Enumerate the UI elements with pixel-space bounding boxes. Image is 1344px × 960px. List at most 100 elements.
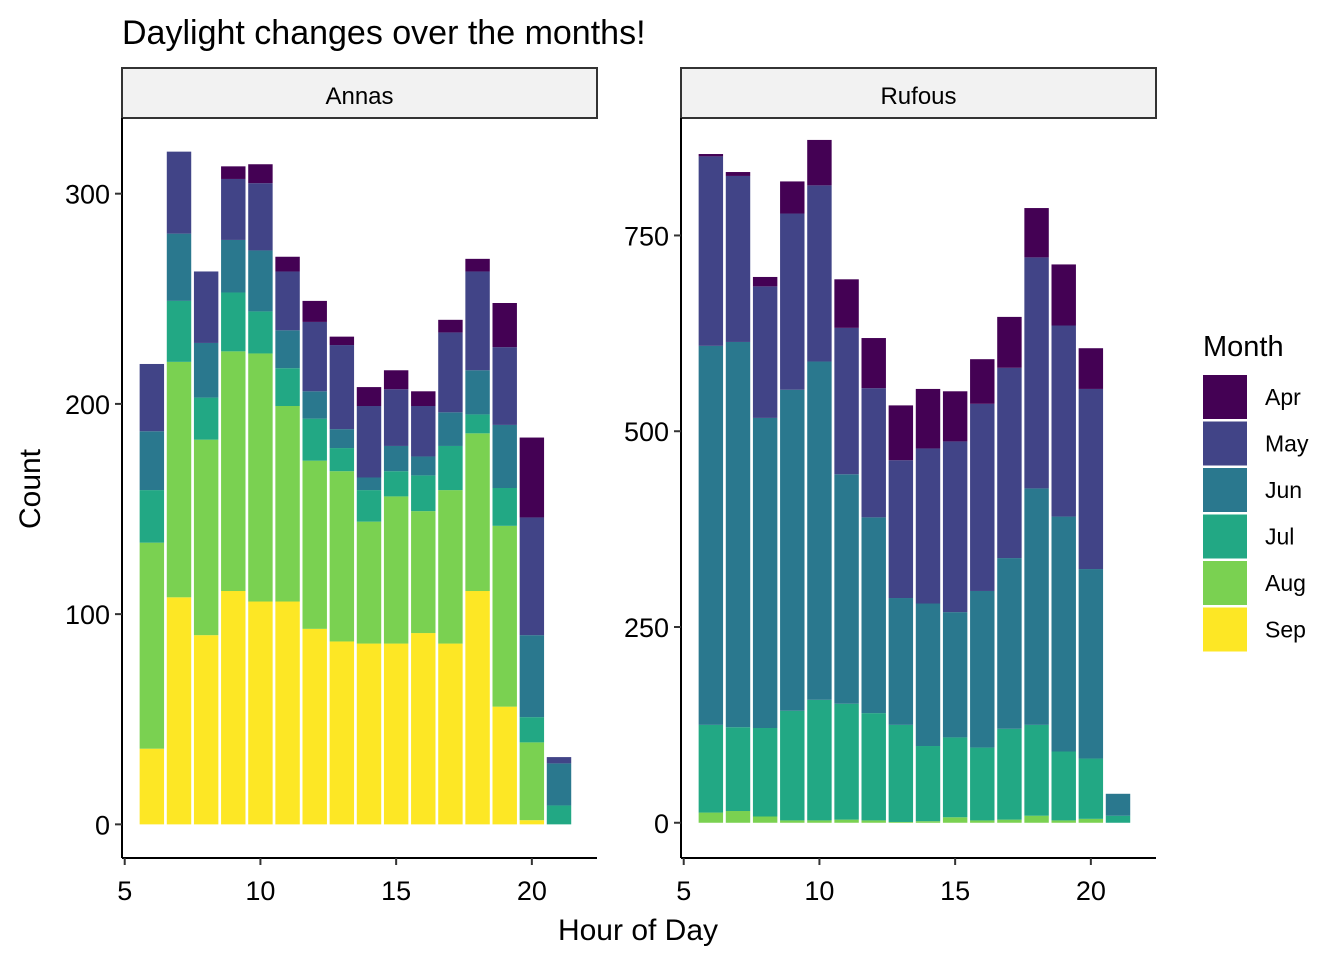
bar-segment-jul <box>915 746 941 822</box>
bar-segment-may <box>275 271 300 331</box>
bar-segment-jun <box>725 341 751 728</box>
bar-segment-may <box>166 151 192 234</box>
bar-segment-sep <box>492 706 517 825</box>
y-tick-label: 750 <box>624 221 669 251</box>
bar-segment-jun <box>519 635 545 718</box>
bar-segment-jun <box>888 598 914 725</box>
bar-segment-apr <box>383 370 409 390</box>
bar-segment-jun <box>465 370 490 415</box>
bar-segment-jun <box>411 456 436 476</box>
bar-segment-sep <box>139 748 165 825</box>
facet-panel-rufous: Rufous 0 250 500 750 5 10 15 20 <box>624 67 1157 906</box>
bar-segment-aug <box>1051 820 1076 823</box>
bar-segment-sep <box>329 641 355 825</box>
bar-segment-jun <box>329 429 355 449</box>
bar-segment-jul <box>1051 751 1076 821</box>
bar-segment-jun <box>193 342 219 398</box>
bar-segment-jul <box>193 397 219 440</box>
bar-segment-sep <box>383 643 409 825</box>
bar-segment-apr <box>248 164 273 184</box>
bar-segment-jul <box>139 490 165 543</box>
bar-segment-sep <box>275 601 300 825</box>
bar-segment-may <box>519 517 545 636</box>
bar-segment-jun <box>1051 516 1076 752</box>
bar-segment-apr <box>807 139 832 186</box>
x-tick-label: 15 <box>381 876 411 906</box>
legend-label-may: May <box>1265 431 1309 457</box>
bar-segment-aug <box>780 820 805 823</box>
x-tick-label: 10 <box>245 876 275 906</box>
bar-segment-apr <box>492 303 517 348</box>
y-tick-label: 0 <box>654 809 669 839</box>
bar-segment-aug <box>725 811 751 823</box>
bar-segment-apr <box>698 154 724 157</box>
bar-segment-may <box>329 345 355 430</box>
bar-segment-jun <box>302 391 327 419</box>
bar-segment-jun <box>1078 569 1104 759</box>
bar-segment-aug <box>275 406 300 602</box>
bar-segment-sep <box>193 635 219 825</box>
bar-segment-may <box>465 271 490 371</box>
bar-segment-jul <box>519 717 545 743</box>
bar-segment-apr <box>411 391 436 407</box>
bar-segment-jun <box>861 517 886 714</box>
bar-segment-aug <box>997 819 1022 823</box>
bar-segment-apr <box>1051 264 1076 326</box>
legend-label-aug: Aug <box>1265 570 1306 596</box>
bar-segment-apr <box>888 405 914 461</box>
bar-stack-group <box>139 151 572 825</box>
facet-strip-label: Annas <box>325 83 393 110</box>
bar-segment-jul <box>166 300 192 362</box>
bar-segment-jun <box>166 233 192 301</box>
bar-segment-jun <box>915 603 941 747</box>
bar-segment-may <box>834 327 859 475</box>
bar-segment-may <box>970 403 995 591</box>
bar-segment-aug <box>861 820 886 823</box>
legend-title: Month <box>1203 331 1284 363</box>
facet-strip <box>121 67 598 119</box>
bar-segment-aug <box>248 353 273 602</box>
bar-segment-jun <box>942 612 968 738</box>
bar-segment-sep <box>166 597 192 825</box>
bar-segment-jul <box>997 728 1022 820</box>
bar-segment-jun <box>834 474 859 704</box>
bar-segment-apr <box>752 276 778 287</box>
bar-segment-aug <box>1078 818 1104 823</box>
bar-segment-jul <box>329 448 355 472</box>
bar-segment-jun <box>139 431 165 491</box>
bar-segment-apr <box>465 258 490 272</box>
legend-label-jun: Jun <box>1265 477 1302 503</box>
bar-segment-sep <box>248 601 273 825</box>
bar-segment-sep <box>465 591 490 825</box>
bar-segment-apr <box>942 391 968 442</box>
bar-segment-jul <box>1078 758 1104 819</box>
bar-segment-may <box>383 389 409 446</box>
bar-segment-may <box>411 406 436 457</box>
bar-segment-sep <box>356 643 382 825</box>
bar-segment-jul <box>465 414 490 434</box>
bar-segment-sep <box>302 628 327 825</box>
bar-segment-may <box>915 448 941 604</box>
bar-segment-apr <box>780 181 805 214</box>
bar-segment-jul <box>411 475 436 512</box>
bar-segment-may <box>807 185 832 362</box>
bar-segment-apr <box>970 359 995 404</box>
bar-segment-jul <box>807 699 832 821</box>
bar-segment-aug <box>698 812 724 823</box>
bar-segment-jun <box>1024 488 1049 725</box>
bar-segment-may <box>888 460 914 599</box>
x-tick-label: 20 <box>517 876 547 906</box>
bar-segment-aug <box>492 525 517 707</box>
legend: Month Apr May Jun Jul Aug Sep <box>1203 331 1309 652</box>
bar-segment-may <box>1051 325 1076 517</box>
bar-segment-aug <box>438 490 463 644</box>
x-tick-label: 5 <box>117 876 132 906</box>
y-tick-label: 200 <box>65 390 110 420</box>
bar-segment-jun <box>492 424 517 488</box>
bar-segment-jul <box>302 418 327 461</box>
bar-segment-sep <box>411 633 436 825</box>
bar-segment-jul <box>438 445 463 491</box>
bar-segment-jul <box>752 728 778 817</box>
bar-segment-jul <box>492 488 517 526</box>
